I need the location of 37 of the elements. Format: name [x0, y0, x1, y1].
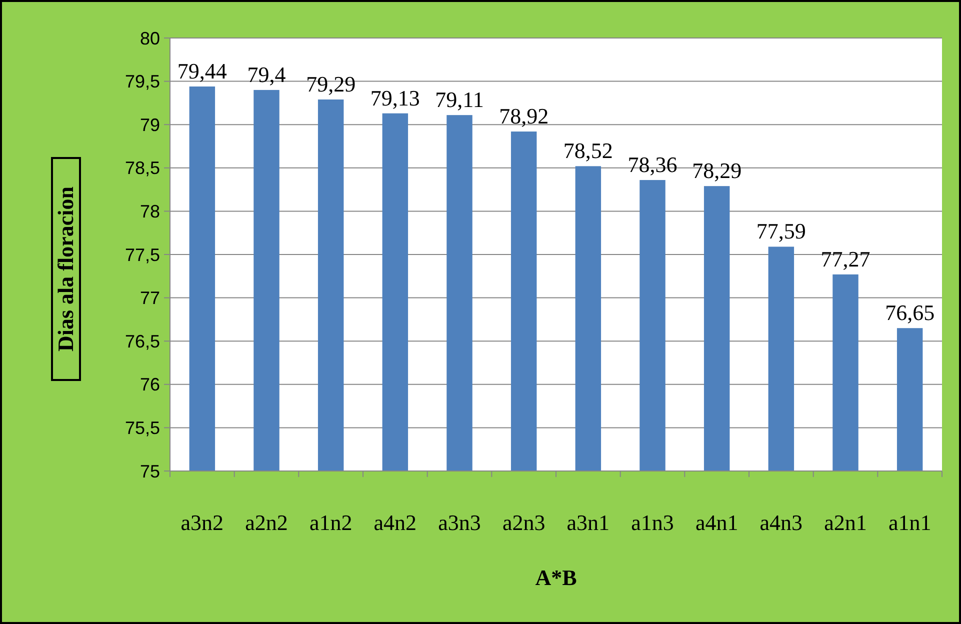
y-tick-label: 80 [140, 28, 160, 48]
x-tick-label: a3n3 [438, 510, 481, 535]
x-tick-label: a2n3 [502, 510, 546, 535]
y-tick-label: 75 [140, 461, 160, 482]
x-axis-title: A*B [535, 565, 578, 590]
y-tick-label: 77,5 [124, 244, 160, 265]
data-label: 79,4 [247, 62, 286, 87]
data-label: 78,52 [563, 138, 613, 164]
data-label: 78,92 [499, 104, 549, 129]
y-tick-label: 75,5 [124, 418, 160, 438]
data-label: 76,65 [885, 300, 935, 326]
y-tick-label: 76,5 [124, 331, 160, 352]
data-label: 79,11 [435, 87, 484, 112]
data-label: 78,36 [628, 152, 678, 178]
y-tick-label: 78,5 [124, 158, 160, 178]
data-label: 77,59 [756, 218, 806, 244]
data-label: 79,13 [370, 85, 420, 110]
x-tick-label: a4n2 [374, 510, 417, 535]
x-tick-label: a1n1 [888, 510, 932, 535]
x-tick-label: a3n2 [180, 510, 224, 535]
x-tick-label: a4n3 [760, 510, 803, 535]
data-label: 79,44 [177, 58, 227, 84]
x-tick-label: a3n1 [566, 510, 610, 535]
x-tick-label: a4n1 [695, 510, 738, 535]
y-axis-title: Dias ala floracion [53, 186, 78, 352]
y-tick-label: 79,5 [124, 72, 160, 92]
x-tick-label: a1n2 [309, 510, 352, 535]
x-tick-label: a1n3 [631, 510, 674, 535]
y-tick-label: 77 [140, 288, 160, 308]
data-label: 77,27 [820, 246, 870, 272]
data-label: 78,29 [692, 158, 742, 184]
y-tick-label: 78 [140, 202, 160, 222]
y-tick-label: 79 [140, 114, 160, 135]
x-tick-label: a2n2 [245, 510, 288, 535]
y-tick-label: 76 [140, 374, 160, 395]
x-tick-label: a2n1 [824, 510, 867, 535]
data-label: 79,29 [306, 71, 356, 96]
